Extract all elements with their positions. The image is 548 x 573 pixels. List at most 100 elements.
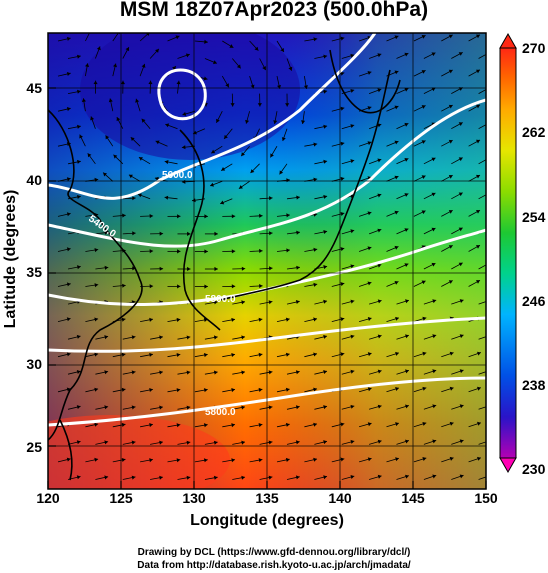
streamline-arrowhead bbox=[138, 157, 143, 161]
streamline-arrowhead bbox=[350, 229, 355, 234]
streamline-arrowhead bbox=[66, 317, 71, 322]
streamline-arrowhead bbox=[395, 457, 399, 462]
streamline-segment bbox=[478, 194, 486, 200]
streamline-arrowhead bbox=[421, 280, 426, 285]
streamline-arrowhead bbox=[377, 228, 382, 233]
streamline-arrowhead bbox=[458, 262, 463, 267]
streamline-arrowhead bbox=[395, 316, 399, 321]
credit-line: Data from http://database.rish.kyoto-u.a… bbox=[137, 560, 411, 571]
streamline-arrowhead bbox=[459, 439, 464, 444]
streamline-arrowhead bbox=[138, 193, 142, 198]
streamline-arrowhead bbox=[121, 387, 126, 392]
streamline-arrowhead bbox=[313, 352, 317, 357]
streamline-arrowhead bbox=[79, 134, 83, 139]
streamline-arrowhead bbox=[213, 440, 218, 445]
streamline-arrowhead bbox=[487, 334, 491, 338]
streamline-segment bbox=[478, 476, 486, 480]
streamline-arrowhead bbox=[394, 70, 399, 75]
streamline-arrowhead bbox=[487, 299, 491, 303]
streamline-arrowhead bbox=[377, 369, 382, 374]
streamline-arrowhead bbox=[132, 196, 136, 201]
streamline-arrowhead bbox=[221, 167, 226, 171]
streamline-arrowhead bbox=[487, 439, 491, 443]
streamline-arrowhead bbox=[121, 458, 126, 462]
streamline-arrowhead bbox=[323, 475, 327, 480]
streamline-arrowhead bbox=[367, 71, 372, 75]
streamline-arrowhead bbox=[323, 159, 328, 164]
streamline-arrowhead bbox=[231, 353, 235, 357]
streamline-arrowhead bbox=[421, 35, 426, 39]
streamline-arrowhead bbox=[87, 153, 92, 158]
streamline-arrowhead bbox=[132, 266, 136, 271]
streamline-arrowhead bbox=[94, 317, 99, 322]
streamline-arrowhead bbox=[431, 262, 436, 267]
streamline-arrowhead bbox=[231, 458, 235, 463]
streamline-arrowhead bbox=[121, 352, 126, 357]
streamline-arrowhead bbox=[350, 334, 355, 339]
streamline-arrowhead bbox=[323, 89, 328, 94]
tick-marks bbox=[47, 87, 487, 489]
streamline-arrowhead bbox=[231, 249, 236, 254]
streamline-segment bbox=[478, 264, 486, 270]
streamline-arrowhead bbox=[120, 80, 125, 85]
streamline-arrowhead bbox=[66, 457, 71, 462]
streamline-arrowhead bbox=[257, 103, 262, 107]
streamline-arrowhead bbox=[76, 440, 81, 445]
streamline-arrowhead bbox=[176, 458, 181, 463]
x-tick-label: 120 bbox=[36, 490, 60, 506]
streamline-arrowhead bbox=[204, 249, 208, 254]
streamline-arrowhead bbox=[377, 53, 382, 58]
streamline-arrowhead bbox=[268, 370, 273, 375]
streamline-arrowhead bbox=[422, 316, 427, 321]
streamline-arrowhead bbox=[477, 456, 481, 461]
x-tick-label: 150 bbox=[474, 490, 498, 506]
streamline-arrowhead bbox=[477, 421, 481, 426]
streamline-arrowhead bbox=[404, 87, 409, 92]
streamline-arrowhead bbox=[394, 175, 399, 180]
streamline-arrowhead bbox=[94, 352, 99, 357]
streamline-arrowhead bbox=[238, 185, 243, 189]
streamline-arrowhead bbox=[132, 231, 136, 236]
streamline-arrowhead bbox=[395, 387, 399, 391]
streamline-arrowhead bbox=[476, 104, 480, 109]
streamline-arrowhead bbox=[404, 52, 409, 57]
streamline-arrowhead bbox=[131, 370, 136, 375]
streamline-arrowhead bbox=[421, 210, 426, 215]
streamline-arrowhead bbox=[149, 388, 153, 392]
streamline-arrowhead bbox=[203, 423, 208, 428]
streamline-segment bbox=[478, 124, 486, 130]
credit-line: Drawing by DCL (https://www.gfd-dennou.o… bbox=[137, 547, 411, 558]
streamline-arrowhead bbox=[323, 440, 327, 445]
streamline-arrowhead bbox=[422, 386, 427, 391]
streamline-arrowhead bbox=[476, 174, 480, 179]
streamline-arrowhead bbox=[431, 157, 436, 162]
streamline-arrowhead bbox=[250, 84, 255, 89]
streamline-arrowhead bbox=[164, 195, 169, 200]
streamline-arrowhead bbox=[159, 405, 163, 410]
contour-label: 5800.0 bbox=[205, 407, 236, 418]
streamline-arrowhead bbox=[394, 105, 399, 110]
streamline-arrowhead bbox=[367, 281, 372, 286]
streamline-arrowhead bbox=[323, 194, 328, 199]
streamline-arrowhead bbox=[149, 352, 153, 357]
x-tick-label: 125 bbox=[109, 490, 133, 506]
streamline-arrowhead bbox=[231, 317, 235, 322]
streamline-arrowhead bbox=[377, 193, 382, 198]
colorbar-label: 270 bbox=[522, 40, 546, 56]
streamline-arrowhead bbox=[268, 300, 273, 305]
streamline-arrowhead bbox=[66, 282, 71, 287]
streamline-arrowhead bbox=[301, 120, 306, 124]
streamline-arrowhead bbox=[350, 475, 355, 479]
streamline-arrowhead bbox=[204, 39, 208, 44]
streamline-arrowhead bbox=[77, 159, 81, 164]
streamline-arrowhead bbox=[159, 440, 163, 445]
streamline-arrowhead bbox=[269, 266, 273, 271]
streamline-segment bbox=[478, 54, 486, 59]
streamline-arrowhead bbox=[229, 44, 234, 48]
streamline-arrowhead bbox=[131, 335, 136, 340]
streamline-segment bbox=[85, 33, 90, 42]
streamline-arrowhead bbox=[459, 334, 464, 339]
streamline-arrowhead bbox=[323, 299, 327, 304]
streamline-arrowhead bbox=[241, 152, 245, 157]
streamline-arrowhead bbox=[214, 231, 218, 236]
